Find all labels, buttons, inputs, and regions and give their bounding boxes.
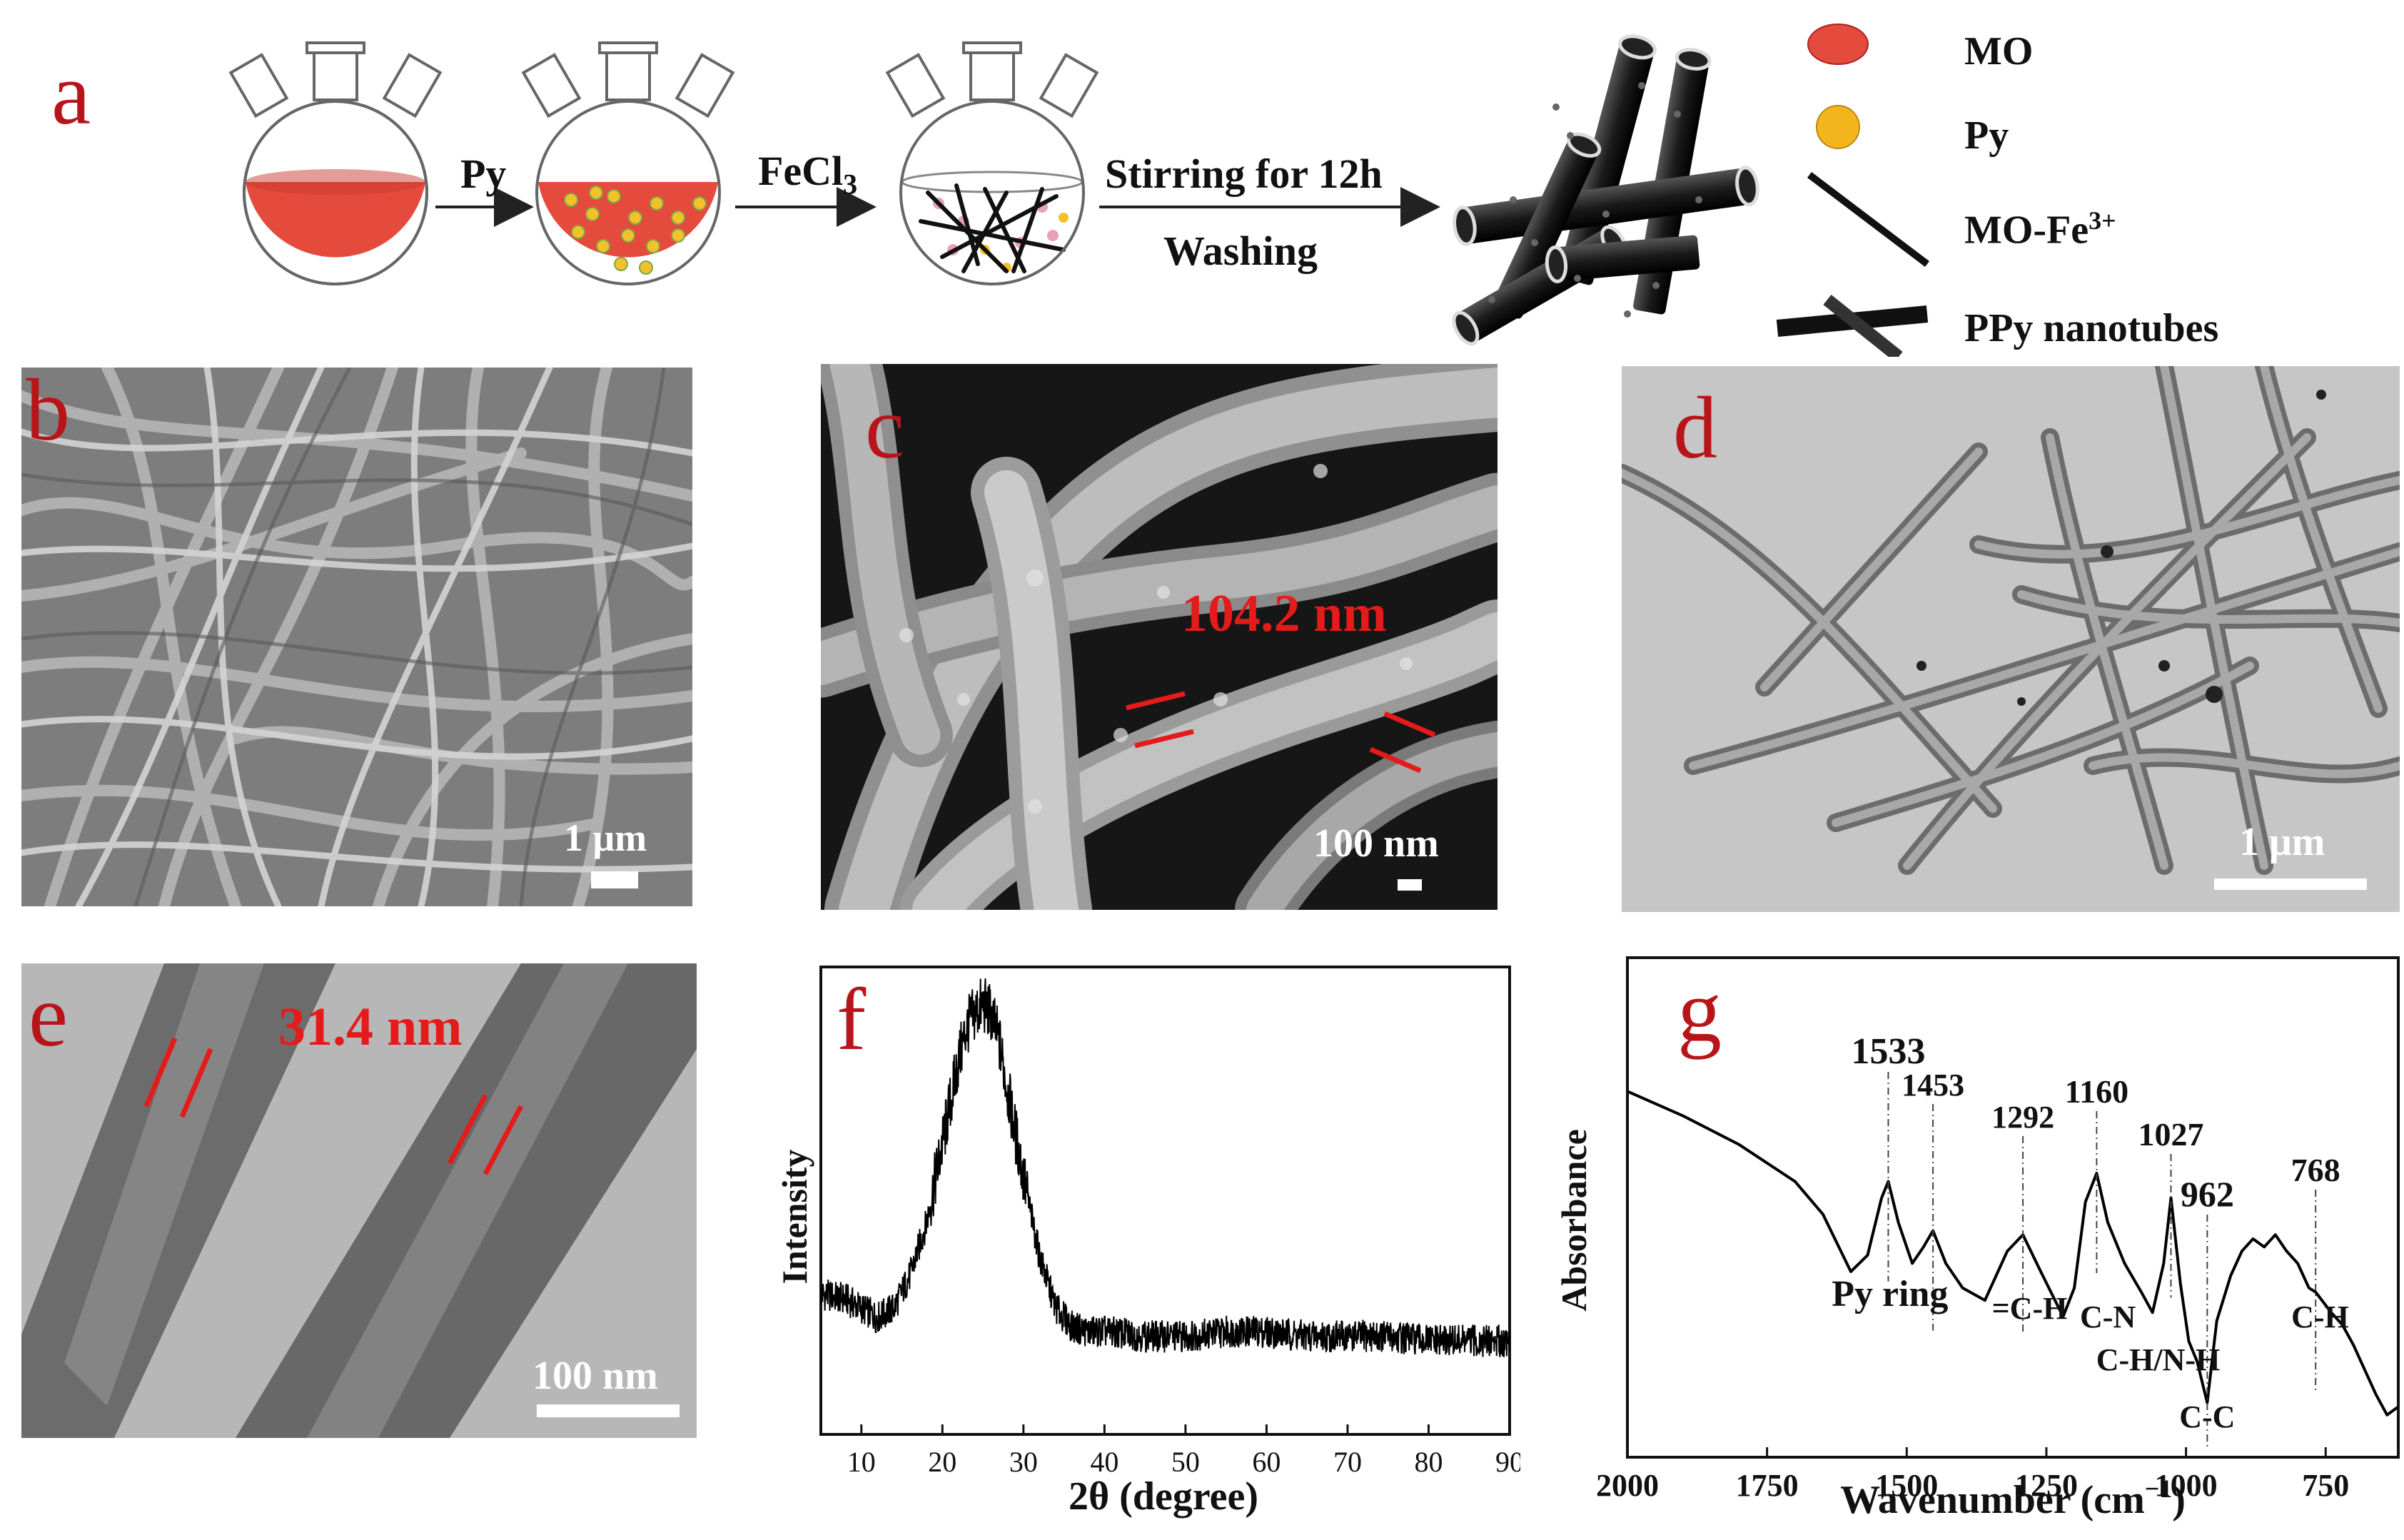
tem-tubes-e [21, 963, 697, 1438]
ftir-xlabel: Wavenumber (cm−1) [1840, 1474, 2186, 1522]
scale-bar-b [591, 871, 638, 888]
panel-c-letter: c [865, 379, 905, 477]
step-stirring-label: Stirring for 12h [1105, 151, 1383, 197]
mo-fe-sup: 3+ [2089, 206, 2116, 235]
ftir-xtick-label: 1000 [2155, 1468, 2218, 1503]
legend-ppy-label: PPy nanotubes [1964, 306, 2219, 350]
sem-fibers-b [21, 368, 692, 906]
ftir-assignment-label: C-N [2080, 1300, 2136, 1334]
xrd-plot-frame [819, 966, 1511, 1436]
xrd-xtick-label: 50 [1171, 1446, 1200, 1478]
ftir-peak-label: 1027 [2138, 1116, 2203, 1153]
legend-py-label: Py [1964, 113, 2009, 158]
measure-label-c: 104.2 nm [1181, 584, 1387, 643]
legend-mo-fe-label: MO-Fe3+ [1964, 206, 2116, 253]
panel-a-letter: a [51, 45, 91, 143]
sem-image-b: b 1 μm [21, 368, 692, 906]
sem-fibers-c [821, 364, 1498, 910]
py-legend-icon [1816, 105, 1860, 149]
step-washing-label: Washing [1163, 228, 1318, 274]
ftir-xtick-label: 1500 [1875, 1468, 1938, 1503]
flask-3 [885, 41, 1099, 285]
scale-label-d: 1 μm [2239, 820, 2325, 864]
flask-1 [228, 41, 443, 285]
scale-bar-c [1398, 879, 1422, 891]
xrd-series-line [820, 978, 1510, 1357]
scale-label-c: 100 nm [1313, 821, 1439, 866]
xrd-xtick-label: 20 [928, 1446, 956, 1478]
ftir-plot-frame [1626, 956, 2400, 1459]
tem-tubes-d [1622, 366, 2400, 912]
ftir-assignment-label: C-H [2291, 1300, 2349, 1334]
ftir-series-line [1627, 1090, 2400, 1417]
ftir-xlabel-sup: −1 [2145, 1474, 2173, 1503]
ftir-ylabel: Absorbance [1556, 1129, 1594, 1312]
ftir-peak-label: 1453 [1902, 1068, 1964, 1103]
ftir-assignment-label: C-C [2179, 1399, 2235, 1434]
xrd-xlabel: 2θ (degree) [1069, 1474, 1258, 1519]
sem-image-c: c 104.2 nm 100 nm [821, 364, 1498, 910]
ftir-xtick-label: 1750 [1736, 1468, 1799, 1503]
ftir-xlabel-end: ) [2172, 1478, 2186, 1522]
ftir-xtick-label: 1250 [2015, 1468, 2078, 1503]
fecl3-main: FeCl [758, 148, 844, 194]
xrd-xtick-label: 60 [1252, 1446, 1281, 1478]
step-fecl3-label: FeCl3 [758, 147, 857, 201]
mo-fe-main: MO-Fe [1964, 208, 2089, 253]
step-py-label: Py [460, 151, 507, 197]
panel-f-letter: f [837, 971, 867, 1068]
scale-bar-e [537, 1404, 680, 1417]
ftir-peak-label: 1533 [1851, 1031, 1925, 1072]
synthesis-schematic [228, 24, 1930, 357]
ftir-assignment-label: C-H/N-H [2096, 1342, 2221, 1377]
scale-label-e: 100 nm [532, 1354, 658, 1398]
xrd-ylabel: Intensity [774, 1150, 814, 1285]
ftir-peak-label: 1292 [1991, 1100, 2054, 1135]
ftir-peak-label: 1160 [2065, 1073, 2128, 1110]
tem-image-d: d 1 μm [1622, 366, 2400, 912]
ftir-peak-label: 768 [2291, 1152, 2340, 1188]
mo-fe-legend-icon [1807, 172, 1930, 267]
legend-mo-label: MO [1964, 29, 2034, 74]
fecl3-sub: 3 [843, 168, 858, 201]
panel-d-letter: d [1673, 379, 1717, 477]
ppy-legend-icon [1776, 294, 1929, 357]
measure-label-e: 31.4 nm [278, 997, 463, 1057]
xrd-xtick-label: 10 [847, 1446, 876, 1478]
scale-bar-d [2214, 878, 2367, 890]
tem-image-e: e 31.4 nm 100 nm [21, 963, 697, 1438]
panel-b-letter: b [26, 368, 70, 459]
scale-label-b: 1 μm [564, 816, 647, 859]
ftir-peak-label: 962 [2181, 1174, 2234, 1214]
xrd-xtick-label: 70 [1333, 1446, 1362, 1478]
panel-e-letter: e [29, 967, 69, 1065]
ftir-assignment-label: Py ring [1832, 1274, 1948, 1314]
mo-legend-icon [1807, 24, 1869, 65]
ftir-xlabel-main: Wavenumber (cm [1840, 1478, 2145, 1522]
ftir-xtick-label: 750 [2302, 1468, 2349, 1503]
panel-g-letter: g [1677, 962, 1722, 1060]
flask-2 [521, 41, 735, 285]
xrd-plot-area: 10 20 30 40 50 60 70 80 90 [819, 966, 1520, 1478]
xrd-chart-f: 10 20 30 40 50 60 70 80 90 f Intensity 2θ (degre… [774, 966, 1520, 1519]
xrd-xtick-label: 90 [1495, 1446, 1520, 1478]
xrd-xtick-label: 80 [1414, 1446, 1443, 1478]
xrd-xtick-label: 30 [1009, 1446, 1038, 1478]
nanotube-bundle [1452, 34, 1759, 346]
ftir-assignment-label: =C-H [1992, 1291, 2068, 1326]
xrd-xtick-label: 40 [1090, 1446, 1118, 1478]
ftir-xtick-label: 2000 [1596, 1468, 1659, 1503]
